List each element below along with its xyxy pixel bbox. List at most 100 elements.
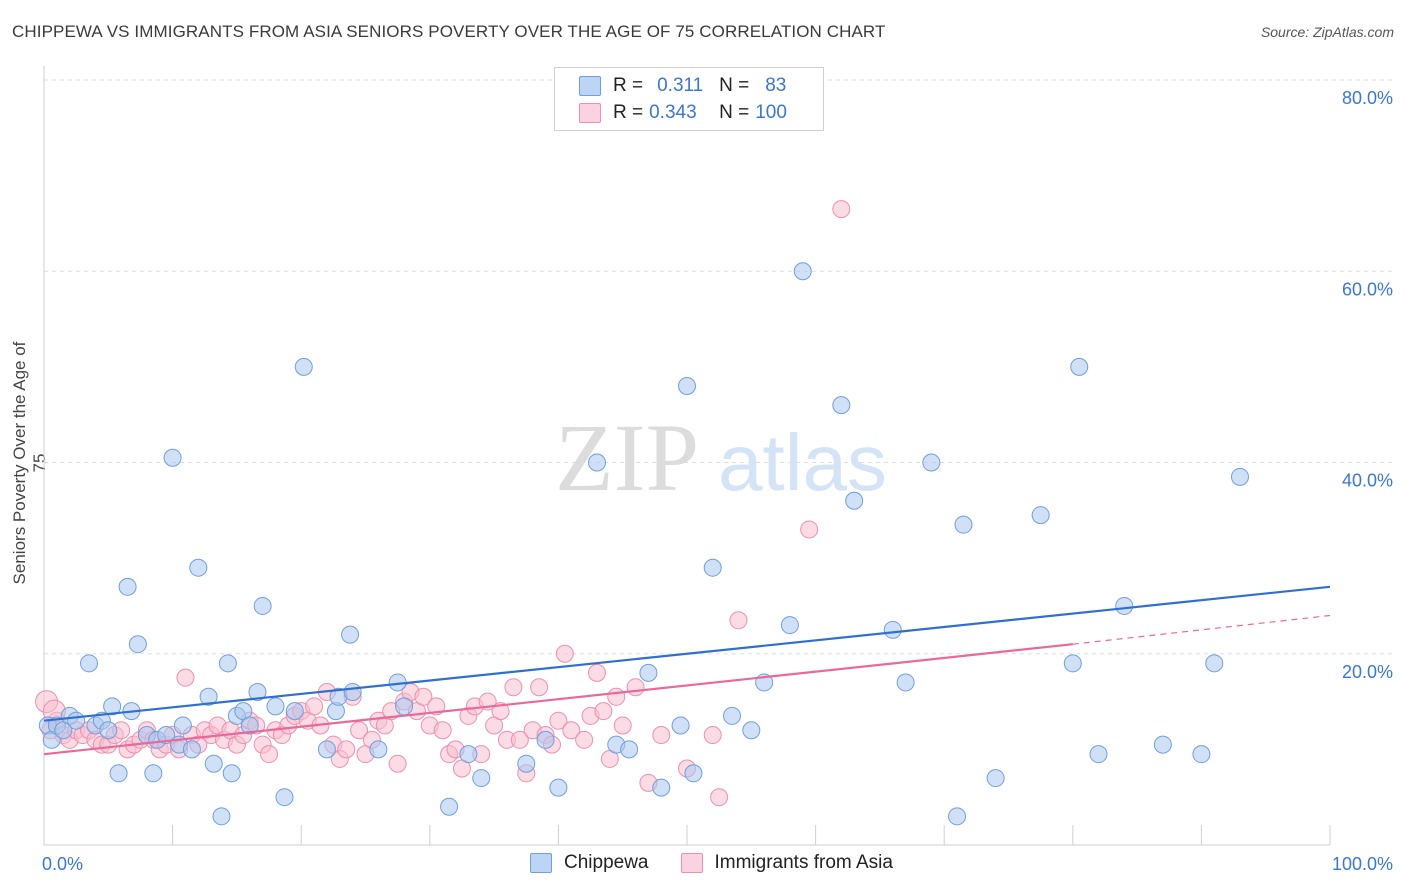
chippewa-point (793, 262, 812, 281)
chippewa-point (199, 687, 218, 706)
tick-labels: 20.0% 40.0% 60.0% 80.0% 0.0% 100.0% (42, 88, 1393, 874)
asia-point (575, 730, 594, 749)
legend-chippewa-label: Chippewa (564, 852, 649, 873)
grid-lines (44, 79, 1392, 655)
asia-point (594, 702, 613, 721)
asia-point (587, 663, 606, 682)
asia-point (260, 745, 279, 764)
chippewa-point (780, 616, 799, 635)
asia-point (607, 687, 626, 706)
asia-point (176, 668, 195, 687)
chippewa-point (536, 730, 555, 749)
chippewa-point (253, 596, 272, 615)
x-tick-label: 100.0% (1332, 854, 1393, 874)
asia-point (414, 687, 433, 706)
chippewa-point (440, 797, 459, 816)
chippewa-point (144, 764, 163, 783)
chippewa-point (294, 357, 313, 376)
series-legend: Chippewa Immigrants from Asia (530, 852, 893, 874)
series-chippewa-points (38, 262, 1249, 826)
chippewa-point (922, 453, 941, 472)
chippewa-point (395, 697, 414, 716)
chippewa-point (222, 764, 241, 783)
chippewa-point (240, 716, 259, 735)
asia-point (350, 721, 369, 740)
asia-point (626, 678, 645, 697)
chippewa-point (684, 764, 703, 783)
asia-point (562, 721, 581, 740)
legend-n-label: N = (719, 102, 750, 123)
chippewa-point (703, 558, 722, 577)
chippewa-point (266, 697, 285, 716)
asia-point (504, 678, 523, 697)
chippewa-point (620, 740, 639, 759)
axes (43, 66, 1331, 846)
chippewa-point (1205, 654, 1224, 673)
asia-point (710, 788, 729, 807)
y-tick-label: 80.0% (1342, 88, 1393, 108)
legend-n-value: 83 (765, 75, 787, 96)
asia-point (305, 697, 324, 716)
chippewa-point (1192, 745, 1211, 764)
legend-asia-label: Immigrants from Asia (714, 852, 893, 873)
asia-point (555, 644, 574, 663)
chippewa-point (157, 726, 176, 745)
asia-point (832, 200, 851, 219)
source-credit: Source: ZipAtlas.com (1260, 24, 1394, 40)
trend-lines (43, 585, 1331, 756)
chippewa-point (204, 754, 223, 773)
legend-row-asia: R = 0.343 N = 100 (579, 100, 787, 126)
chippewa-point (1153, 735, 1172, 754)
legend-r-value: 0.311 (657, 75, 704, 96)
chippewa-point (341, 625, 360, 644)
chippewa-point (652, 778, 671, 797)
watermark-zip: ZIP (555, 404, 699, 511)
chippewa-point (549, 778, 568, 797)
chippewa-point (678, 377, 696, 395)
watermark: ZIP atlas (555, 404, 887, 511)
legend-n-value: 100 (755, 102, 787, 123)
y-tick-label: 40.0% (1342, 471, 1393, 491)
chippewa-point (182, 740, 201, 759)
legend-n-label: N = (719, 75, 750, 96)
chippewa-swatch (579, 76, 601, 96)
asia-point (652, 726, 671, 745)
chippewa-point (671, 716, 690, 735)
chippewa-point (1070, 357, 1089, 376)
asia-point (729, 611, 748, 630)
chippewa-point (832, 396, 851, 415)
chippewa-point (845, 491, 864, 510)
chippewa-point (212, 807, 231, 826)
chippewa-point (80, 654, 99, 673)
legend-r-value: 0.343 (649, 102, 697, 123)
asia-point (703, 726, 722, 745)
chippewa-point (67, 711, 86, 730)
chippewa-point (948, 807, 967, 826)
chippewa-point (1031, 506, 1050, 525)
chippewa-point (317, 740, 336, 759)
chippewa-point (109, 764, 128, 783)
chippewa-point (99, 721, 118, 740)
chippewa-point (173, 716, 192, 735)
legend-r-label: R = (613, 75, 644, 96)
watermark-atlas: atlas (718, 418, 887, 507)
chippewa-point (1230, 467, 1249, 486)
asia-point (800, 520, 819, 539)
asia-point (530, 678, 549, 697)
asia-point (337, 740, 356, 759)
chippewa-point (189, 558, 208, 577)
chippewa-point (954, 515, 973, 534)
chippewa-point (128, 635, 147, 654)
chart-title: CHIPPEWA VS IMMIGRANTS FROM ASIA SENIORS… (12, 22, 886, 41)
chippewa-point (472, 769, 491, 788)
asia-point (388, 754, 407, 773)
legend-row-chippewa: R = 0.311 N = 83 (579, 73, 786, 99)
asia-trend-extension (1072, 614, 1331, 645)
chippewa-point (343, 683, 362, 701)
asia-point (510, 730, 529, 749)
chippewa-point (1063, 654, 1082, 673)
stats-legend: R = 0.311 N = 83 R = 0.343 N = 100 (554, 67, 824, 131)
chippewa-swatch (530, 853, 552, 873)
chippewa-point (275, 788, 294, 807)
